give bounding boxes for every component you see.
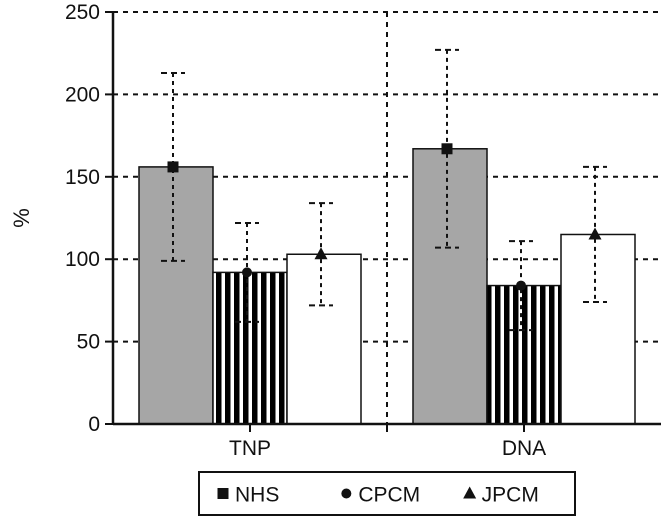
marker-cpcm-dna — [516, 280, 526, 291]
bar-cpcm-tnp — [212, 271, 288, 425]
bar-jpcm-dna — [560, 233, 636, 425]
marker-jpcm-tnp — [314, 247, 328, 260]
y-tick-label-50: 50 — [77, 331, 100, 354]
legend-marker-nhs — [217, 488, 229, 499]
markers — [167, 143, 602, 291]
y-tick-label-100: 100 — [65, 248, 100, 271]
x-tick-label-tnp: TNP — [229, 437, 271, 460]
marker-nhs-dna — [441, 143, 453, 155]
legend-marker-jpcm — [463, 486, 477, 499]
bar-nhs-tnp — [138, 166, 214, 425]
legend-label-cpcm: CPCM — [358, 484, 420, 507]
bar-jpcm-tnp — [286, 253, 362, 425]
y-tick-label-250: 250 — [65, 1, 100, 24]
y-axis-ticks: 0 50 100 150 200 250 — [65, 1, 113, 436]
legend-label-nhs: NHS — [235, 484, 279, 507]
bar-cpcm-dna — [486, 284, 562, 425]
marker-jpcm-dna — [588, 227, 602, 240]
marker-nhs-tnp — [167, 161, 179, 173]
legend-box — [198, 471, 576, 516]
legend: NHS CPCM JPCM — [198, 471, 576, 516]
x-axis-ticks: TNP DNA — [229, 424, 546, 460]
legend-label-jpcm: JPCM — [482, 484, 539, 507]
bars — [138, 148, 636, 425]
y-tick-label-0: 0 — [88, 413, 100, 436]
marker-cpcm-tnp — [242, 267, 252, 278]
y-tick-label-200: 200 — [65, 83, 100, 106]
y-axis-label: % — [9, 208, 34, 228]
legend-marker-cpcm — [341, 488, 352, 499]
y-tick-label-150: 150 — [65, 166, 100, 189]
bar-nhs-dna — [412, 148, 488, 425]
x-tick-label-dna: DNA — [502, 437, 546, 460]
